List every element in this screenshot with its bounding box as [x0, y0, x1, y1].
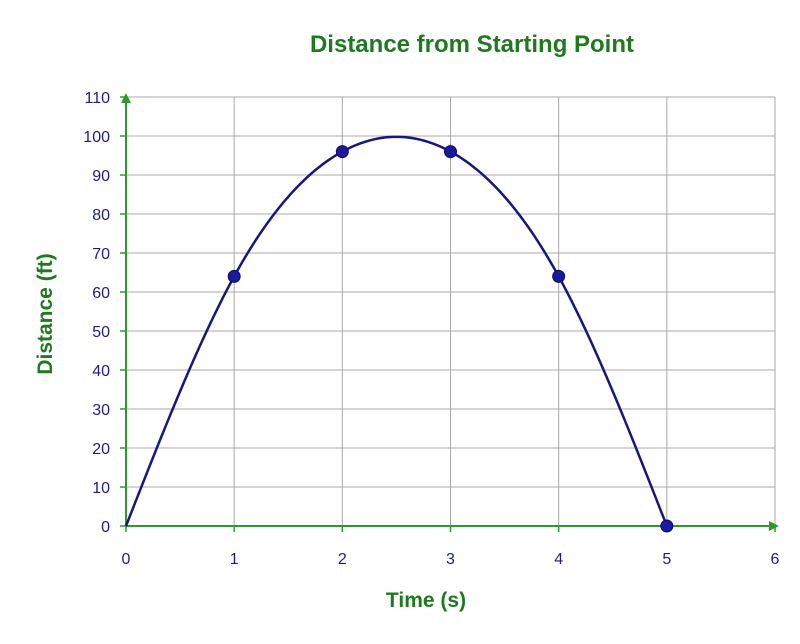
data-series: [124, 135, 674, 533]
data-point: [444, 145, 457, 159]
y-tick-label: 110: [84, 90, 110, 107]
y-tick-label: 100: [83, 129, 110, 146]
data-point: [335, 145, 349, 159]
y-axis-label: Distance (ft): [34, 253, 57, 374]
x-tick-label: 1: [230, 551, 239, 568]
x-axis-arrow: [769, 521, 779, 531]
chart-title: Distance from Starting Point: [310, 31, 634, 58]
y-tick-label: 70: [92, 246, 110, 263]
x-tick-label: 0: [122, 551, 131, 568]
y-tick-label: 80: [92, 207, 110, 224]
x-tick-label: 3: [446, 551, 455, 568]
y-tick-label: 20: [92, 441, 110, 458]
x-tick-label: 4: [554, 551, 563, 568]
y-tick-label: 40: [92, 363, 110, 380]
y-axis-arrow: [121, 93, 131, 103]
x-tick-label: 2: [338, 551, 347, 568]
data-point: [552, 269, 566, 283]
y-tick-label: 90: [92, 168, 110, 185]
y-tick-label: 30: [92, 402, 110, 419]
data-point: [660, 519, 674, 533]
x-tick-label: 6: [771, 551, 780, 568]
x-axis-label: Time (s): [386, 589, 466, 612]
y-tick-label: 0: [101, 519, 110, 536]
grid-lines: [126, 96, 776, 526]
data-point: [227, 269, 241, 283]
axes: [120, 93, 779, 532]
series-curve: [124, 135, 668, 527]
x-tick-label: 5: [662, 551, 671, 568]
y-tick-label: 50: [92, 324, 110, 341]
y-tick-label: 60: [92, 285, 110, 302]
y-tick-label: 10: [92, 480, 110, 497]
